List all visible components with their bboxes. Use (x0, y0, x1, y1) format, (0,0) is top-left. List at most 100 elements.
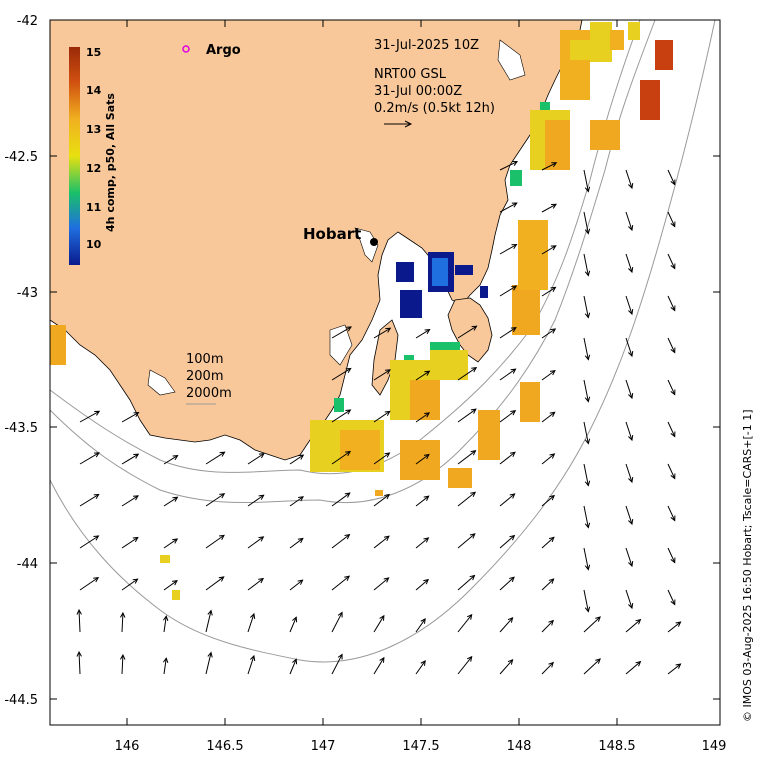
contour-2000m (49, 19, 716, 663)
current-arrow (541, 203, 557, 213)
y-tick-42-5: -42.5 (4, 150, 38, 165)
current-arrow (415, 537, 429, 549)
current-arrow (583, 616, 601, 633)
current-arrow-head (258, 577, 265, 584)
current-arrow-head (635, 660, 642, 667)
current-arrow (625, 169, 633, 189)
current-arrow-head (379, 614, 385, 621)
depth-label-200m: 200m (186, 369, 223, 384)
current-arrow (163, 455, 178, 465)
current-arrow-head (584, 480, 591, 487)
current-arrow (541, 620, 554, 633)
current-arrow-head (470, 491, 477, 498)
current-arrow-head (219, 493, 226, 499)
current-arrow-head (507, 658, 514, 665)
current-arrow (667, 253, 676, 269)
current-arrow (457, 367, 477, 381)
current-arrow (247, 655, 255, 675)
current-arrow-head (162, 615, 169, 622)
current-arrow (583, 295, 589, 318)
current-arrow-head (628, 561, 634, 568)
current-arrow-head (628, 435, 634, 442)
current-arrow (583, 169, 589, 192)
current-arrow-head (292, 658, 298, 665)
current-arrow-head (670, 389, 676, 396)
current-arrow-head (628, 603, 634, 610)
current-arrow-head (670, 473, 676, 480)
current-arrow (499, 368, 516, 381)
current-arrow (247, 613, 255, 633)
scale-arrow-head (404, 120, 413, 128)
current-arrow-head (132, 536, 139, 543)
current-arrow-head (584, 564, 591, 571)
current-arrow-head (670, 305, 676, 312)
current-arrow-head (172, 455, 179, 461)
current-arrow (373, 615, 385, 633)
current-arrow-head (93, 576, 100, 583)
bruny-island (371, 319, 399, 396)
current-arrow (373, 410, 391, 423)
current-arrow-head (344, 492, 351, 498)
current-arrow (163, 658, 167, 675)
current-arrow-head (469, 533, 476, 539)
current-arrow-head (292, 616, 298, 623)
current-arrow (331, 368, 351, 381)
current-arrow-head (548, 578, 555, 584)
current-arrow (541, 662, 554, 675)
current-arrow (457, 533, 476, 549)
colorbar-tick-14: 14 (86, 84, 102, 97)
current-arrow-head (628, 225, 634, 232)
current-arrow-head (584, 354, 591, 361)
current-arrow (373, 577, 389, 591)
current-arrow (457, 656, 473, 675)
current-arrow (625, 421, 633, 441)
current-arrow (667, 421, 676, 437)
current-arrow (415, 454, 430, 465)
current-arrow (583, 505, 589, 528)
current-arrow-head (120, 653, 126, 660)
current-arrow-head (511, 243, 518, 250)
current-arrow-head (510, 368, 517, 374)
current-arrow-head (510, 326, 517, 333)
current-arrow-head (548, 536, 555, 543)
current-arrow-head (548, 619, 554, 626)
current-arrow (289, 538, 304, 549)
product-time-label: 31-Jul 00:00Z (374, 84, 462, 99)
current-arrow (499, 493, 515, 507)
x-tick-148: 148 (507, 739, 532, 754)
current-arrow (541, 536, 555, 549)
current-arrow-head (470, 408, 477, 414)
colorbar (69, 47, 80, 265)
bathymetry-contours (49, 19, 716, 663)
current-arrow-head (509, 534, 516, 541)
current-arrow-head (550, 328, 557, 334)
current-arrow (667, 589, 676, 605)
current-arrow (625, 505, 633, 525)
current-arrow-head (207, 609, 213, 616)
current-arrow (121, 412, 139, 423)
current-arrow-head (172, 496, 179, 502)
current-arrow (163, 580, 178, 591)
argo-legend-label: Argo (206, 43, 241, 58)
current-arrow (247, 578, 264, 591)
current-arrow-head (628, 309, 634, 316)
current-arrow-head (250, 612, 256, 619)
hobart-marker (370, 238, 378, 246)
current-arrow-head (346, 326, 352, 332)
current-arrow-head (420, 618, 426, 624)
current-arrow (541, 411, 555, 423)
current-arrow (331, 492, 351, 507)
colorbar-tick-15: 15 (86, 46, 101, 59)
current-arrow-head (549, 369, 556, 376)
current-arrow-head (670, 431, 676, 438)
current-arrow (163, 496, 178, 507)
credit-label: © IMOS 03-Aug-2025 16:50 Hobart; Tscale=… (741, 409, 754, 722)
colorbar-title: 4h comp, p50, All Sats (104, 93, 117, 232)
current-arrow-head (424, 370, 431, 376)
current-arrow-head (207, 651, 213, 658)
current-arrow-head (635, 618, 642, 625)
current-arrow-head (595, 658, 601, 664)
current-arrow-head (595, 616, 601, 622)
current-arrow (541, 453, 555, 465)
current-arrow (667, 169, 676, 185)
